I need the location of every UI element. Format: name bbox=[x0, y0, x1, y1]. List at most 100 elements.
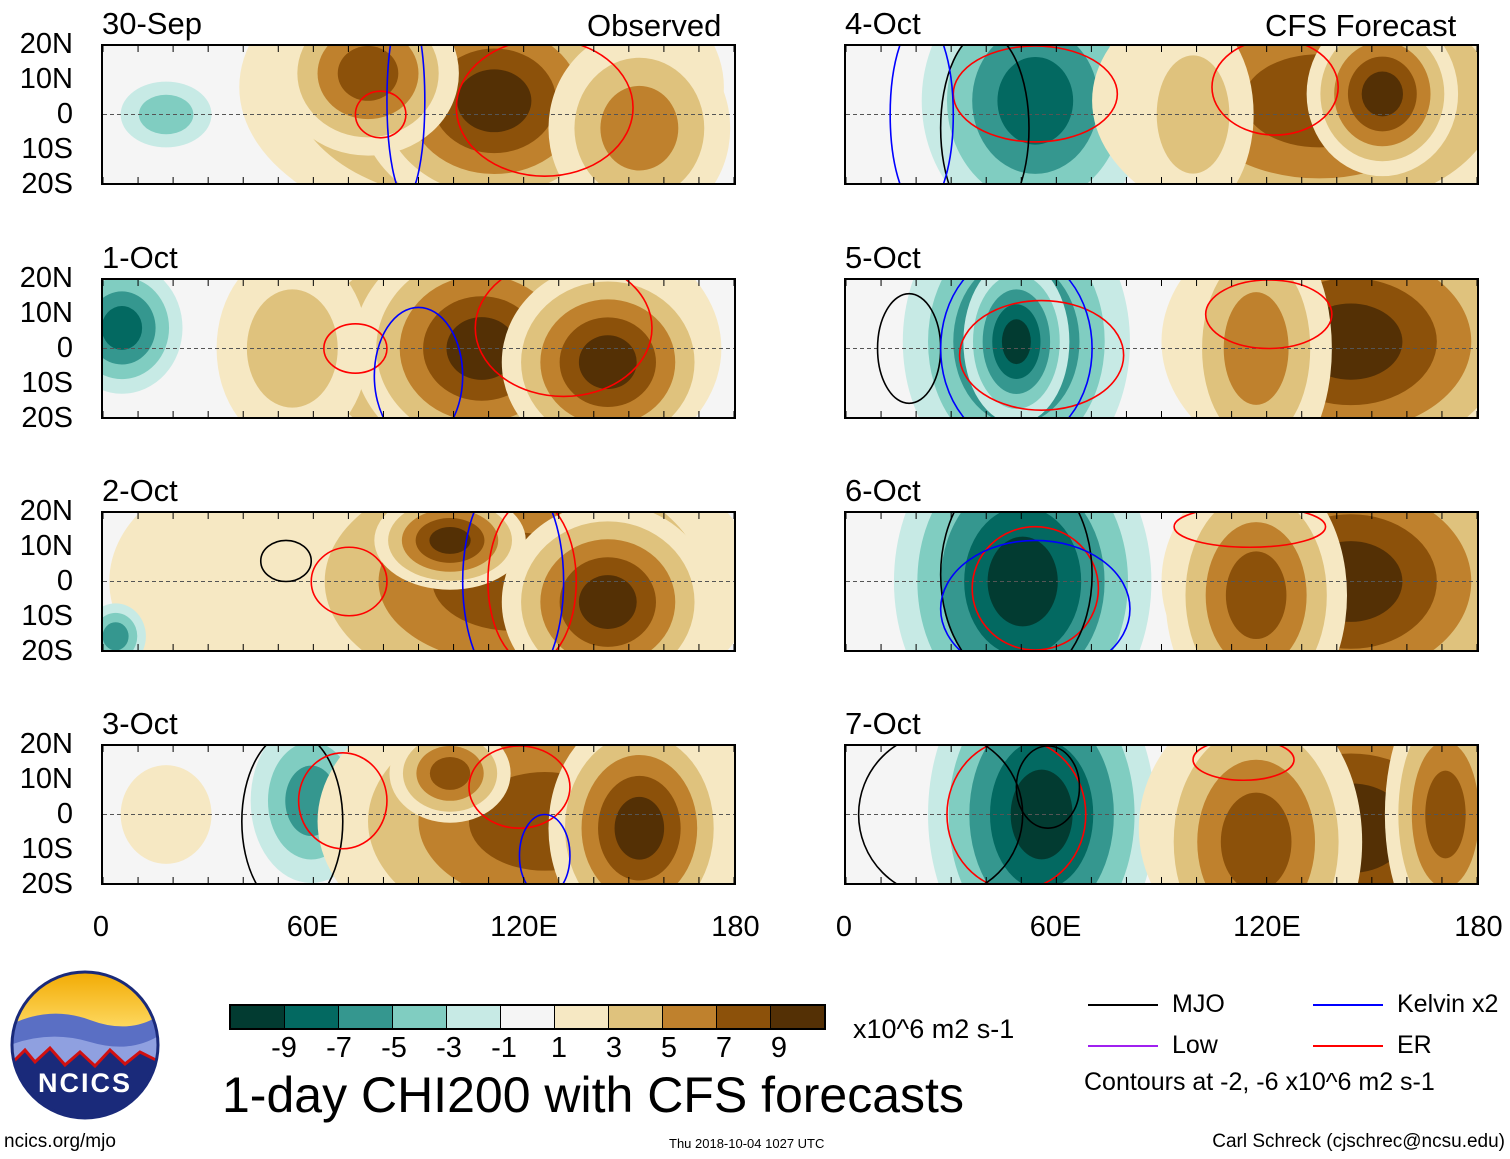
contour-line bbox=[518, 813, 571, 883]
lat-tick-label: 10S bbox=[21, 600, 73, 632]
field-shading bbox=[457, 69, 532, 133]
colorbar-swatch bbox=[231, 1006, 285, 1028]
map-panel-2-oct bbox=[101, 511, 736, 652]
contour-line bbox=[1204, 280, 1333, 350]
lon-tick-label: 180 bbox=[1454, 911, 1503, 943]
lat-tick-label: 0 bbox=[56, 798, 73, 830]
lat-tick-label: 0 bbox=[56, 332, 73, 364]
lat-tick-label: 10N bbox=[19, 63, 73, 95]
colorbar-tick-label: 3 bbox=[605, 1032, 623, 1064]
colorbar-swatch bbox=[663, 1006, 717, 1028]
colorbar-swatch bbox=[555, 1006, 609, 1028]
lon-tick-label: 0 bbox=[92, 911, 110, 943]
logo-text: NCICS bbox=[37, 1068, 132, 1098]
lat-tick-label: 10S bbox=[21, 833, 73, 865]
lon-tick-label: 180 bbox=[711, 911, 760, 943]
observed-label: Observed bbox=[587, 8, 722, 43]
field-shading bbox=[997, 56, 1074, 145]
field-shading bbox=[600, 85, 679, 171]
lat-tick-label: 10N bbox=[19, 763, 73, 795]
contour-line bbox=[939, 539, 1131, 650]
contour-line bbox=[241, 746, 344, 883]
contour-note: Contours at -2, -6 x10^6 m2 s-1 bbox=[1084, 1068, 1435, 1096]
colorbar-tick-label: -1 bbox=[491, 1032, 517, 1064]
colorbar-tick-label: -5 bbox=[381, 1032, 407, 1064]
contour-line bbox=[323, 323, 388, 374]
colorbar bbox=[229, 1004, 826, 1030]
lat-tick-label: 20S bbox=[21, 402, 73, 434]
contour-line bbox=[939, 46, 1030, 183]
contour-line bbox=[474, 280, 653, 398]
contour-line bbox=[958, 299, 1125, 411]
legend-line-er bbox=[1313, 1045, 1383, 1047]
contour-line bbox=[373, 306, 464, 417]
field-shading bbox=[429, 526, 471, 554]
panel-date: 3-Oct bbox=[102, 706, 178, 741]
contour-line bbox=[487, 513, 578, 650]
legend-label: ER bbox=[1397, 1031, 1432, 1059]
contour-line bbox=[386, 46, 426, 183]
contour-line bbox=[971, 525, 1100, 650]
colorbar-swatch bbox=[609, 1006, 663, 1028]
contour-line bbox=[946, 746, 1087, 883]
field-shading bbox=[103, 306, 143, 350]
colorbar-tick-label: 5 bbox=[660, 1032, 678, 1064]
colorbar-swatch bbox=[501, 1006, 555, 1028]
chart-title: 1-day CHI200 with CFS forecasts bbox=[222, 1067, 964, 1123]
contour-line bbox=[259, 539, 313, 583]
field-shading bbox=[614, 796, 665, 860]
field-shading bbox=[578, 575, 637, 629]
field-shading bbox=[103, 622, 129, 650]
contour-line bbox=[1192, 746, 1295, 782]
lat-tick-label: 20N bbox=[19, 28, 73, 60]
footer-url[interactable]: ncics.org/mjo bbox=[4, 1131, 116, 1152]
lon-tick-label: 120E bbox=[490, 911, 558, 943]
lat-tick-label: 0 bbox=[56, 565, 73, 597]
legend-label: Low bbox=[1172, 1031, 1218, 1059]
map-panel-3-oct bbox=[101, 744, 736, 885]
colorbar-tick-label: -9 bbox=[271, 1032, 297, 1064]
panel-date: 30-Sep bbox=[102, 6, 202, 41]
lon-tick-label: 120E bbox=[1233, 911, 1301, 943]
field-shading bbox=[429, 756, 471, 790]
lat-tick-label: 10S bbox=[21, 133, 73, 165]
field-shading bbox=[1010, 769, 1073, 860]
colorbar-swatch bbox=[771, 1006, 824, 1028]
field-shading bbox=[1225, 551, 1287, 640]
legend-label: Kelvin x2 bbox=[1397, 990, 1499, 1018]
field-shading bbox=[1361, 71, 1404, 117]
lon-tick-label: 0 bbox=[835, 911, 853, 943]
lat-tick-label: 10N bbox=[19, 530, 73, 562]
contour-line bbox=[468, 746, 571, 829]
contour-line bbox=[857, 746, 1024, 883]
colorbar-tick-label: 7 bbox=[715, 1032, 733, 1064]
panel-date: 2-Oct bbox=[102, 473, 178, 508]
map-panel-1-oct bbox=[101, 278, 736, 419]
panel-date: 1-Oct bbox=[102, 240, 178, 275]
contour-line bbox=[310, 546, 388, 617]
panel-date: 4-Oct bbox=[845, 6, 921, 41]
footer-timestamp: Thu 2018-10-04 1027 UTC bbox=[669, 1136, 825, 1151]
lat-tick-label: 20N bbox=[19, 262, 73, 294]
contour-line bbox=[461, 513, 565, 650]
contour-line bbox=[1015, 746, 1081, 829]
lat-tick-label: 20S bbox=[21, 868, 73, 900]
field-shading bbox=[337, 46, 399, 101]
contour-line bbox=[297, 752, 388, 850]
colorbar-tick-label: -7 bbox=[326, 1032, 352, 1064]
field-shading bbox=[1001, 319, 1031, 365]
forecast-label: CFS Forecast bbox=[1265, 8, 1457, 43]
map-panel-6-oct bbox=[844, 511, 1479, 652]
contour-line bbox=[354, 90, 407, 139]
field-shading bbox=[1425, 770, 1466, 859]
units-label: x10^6 m2 s-1 bbox=[853, 1014, 1015, 1044]
colorbar-swatch bbox=[393, 1006, 447, 1028]
legend-line-kelvin bbox=[1313, 1004, 1383, 1006]
colorbar-swatch bbox=[339, 1006, 393, 1028]
contour-line bbox=[1211, 46, 1339, 136]
colorbar-tick-label: 9 bbox=[770, 1032, 788, 1064]
colorbar-tick-label: 1 bbox=[550, 1032, 568, 1064]
field-shading bbox=[1156, 55, 1230, 174]
lat-tick-label: 20S bbox=[21, 168, 73, 200]
